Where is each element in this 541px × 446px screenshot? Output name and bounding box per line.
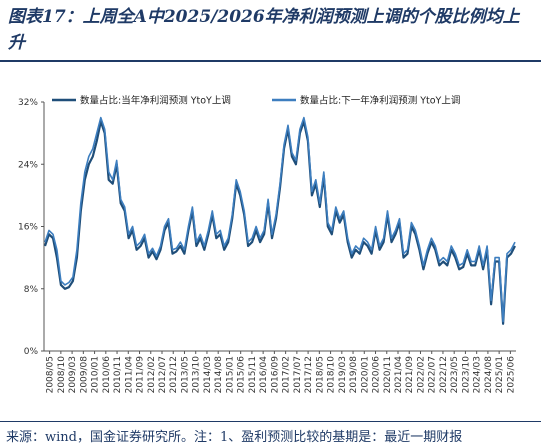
- legend-label-2: 数量占比:下一年净利润预测 YtoY上调: [300, 95, 460, 107]
- x-tick-label: 2014/03: [203, 356, 213, 393]
- line-chart: 0% 8% 16% 24% 32% 2008/05 2008/10 2009/03 2009/…: [18, 95, 516, 394]
- x-tick-label: 2019/08: [349, 356, 359, 394]
- x-tick-label: 2017/12: [304, 356, 314, 393]
- series-lines: [43, 116, 516, 325]
- x-tick-label: 2009/08: [79, 356, 89, 394]
- x-tick-label: 2012/07: [158, 356, 168, 393]
- x-tick-label: 2016/04: [259, 356, 269, 394]
- legend-label-1: 数量占比:当年净利润预测 YtoY上调: [80, 95, 231, 107]
- x-tick-label: 2013/05: [180, 356, 190, 393]
- y-tick-label: 8%: [24, 285, 39, 295]
- legend: 数量占比:当年净利润预测 YtoY上调 数量占比:下一年净利润预测 YtoY上调: [52, 95, 460, 107]
- x-tick-label: 2021/04: [394, 356, 404, 394]
- x-tick-label: 2008/10: [57, 356, 67, 394]
- x-tick-label: 2024/08: [484, 356, 494, 394]
- x-tick-label: 2018/05: [315, 356, 325, 393]
- source-divider: [0, 421, 541, 422]
- series-line-2: [44, 116, 516, 323]
- chart-axes: [43, 102, 516, 352]
- x-tick-label: 2011/09: [136, 356, 146, 394]
- title-divider: [0, 60, 541, 62]
- x-tick-label: 2025/01: [495, 356, 505, 393]
- x-tick-label: 2024/03: [473, 356, 483, 393]
- x-tick-label: 2015/01: [225, 356, 235, 393]
- x-tick-label: 2010/01: [91, 356, 101, 393]
- x-tick-label: 2009/03: [68, 356, 78, 393]
- series-line-1: [43, 120, 516, 325]
- y-tick-label: 0%: [24, 347, 39, 357]
- y-axis-ticks: 0% 8% 16% 24% 32%: [18, 98, 44, 357]
- x-tick-label: 2019/03: [338, 356, 348, 393]
- x-tick-label: 2022/12: [439, 356, 449, 393]
- x-tick-label: 2023/10: [461, 356, 471, 394]
- source-note: 来源：wind，国金证券研究所。注：1、盈利预测比较的基期是：最近一期财报: [6, 430, 463, 445]
- x-tick-label: 2023/05: [450, 356, 460, 393]
- x-tick-label: 2012/02: [147, 356, 157, 393]
- y-tick-label: 32%: [18, 98, 38, 108]
- chart-title: 图表17：上周全A中2025/2026年净利润预测上调的个股比例均上升: [8, 7, 520, 53]
- x-axis-ticks: 2008/05 2008/10 2009/03 2009/08 2010/01 2010/…: [46, 351, 516, 394]
- x-tick-label: 2017/02: [282, 356, 292, 393]
- x-tick-label: 2020/11: [383, 356, 393, 393]
- x-tick-label: 2015/06: [237, 356, 247, 394]
- x-tick-label: 2012/12: [169, 356, 179, 393]
- x-tick-label: 2017/07: [293, 356, 303, 393]
- x-tick-label: 2025/06: [506, 356, 516, 394]
- x-tick-label: 2010/06: [102, 356, 112, 394]
- x-tick-label: 2014/08: [214, 356, 224, 394]
- x-tick-label: 2010/11: [113, 356, 123, 393]
- x-tick-label: 2013/10: [192, 356, 202, 394]
- x-tick-label: 2015/11: [248, 356, 258, 393]
- y-tick-label: 16%: [18, 223, 38, 233]
- x-tick-label: 2022/02: [416, 356, 426, 393]
- x-tick-label: 2016/09: [270, 356, 280, 394]
- y-tick-label: 24%: [18, 160, 38, 170]
- x-tick-label: 2020/01: [360, 356, 370, 393]
- x-tick-label: 2011/04: [124, 356, 134, 394]
- x-tick-label: 2022/07: [428, 356, 438, 393]
- x-tick-label: 2008/05: [46, 356, 56, 393]
- x-tick-label: 2018/10: [327, 356, 337, 394]
- x-tick-label: 2021/09: [405, 356, 415, 394]
- x-tick-label: 2020/06: [372, 356, 382, 394]
